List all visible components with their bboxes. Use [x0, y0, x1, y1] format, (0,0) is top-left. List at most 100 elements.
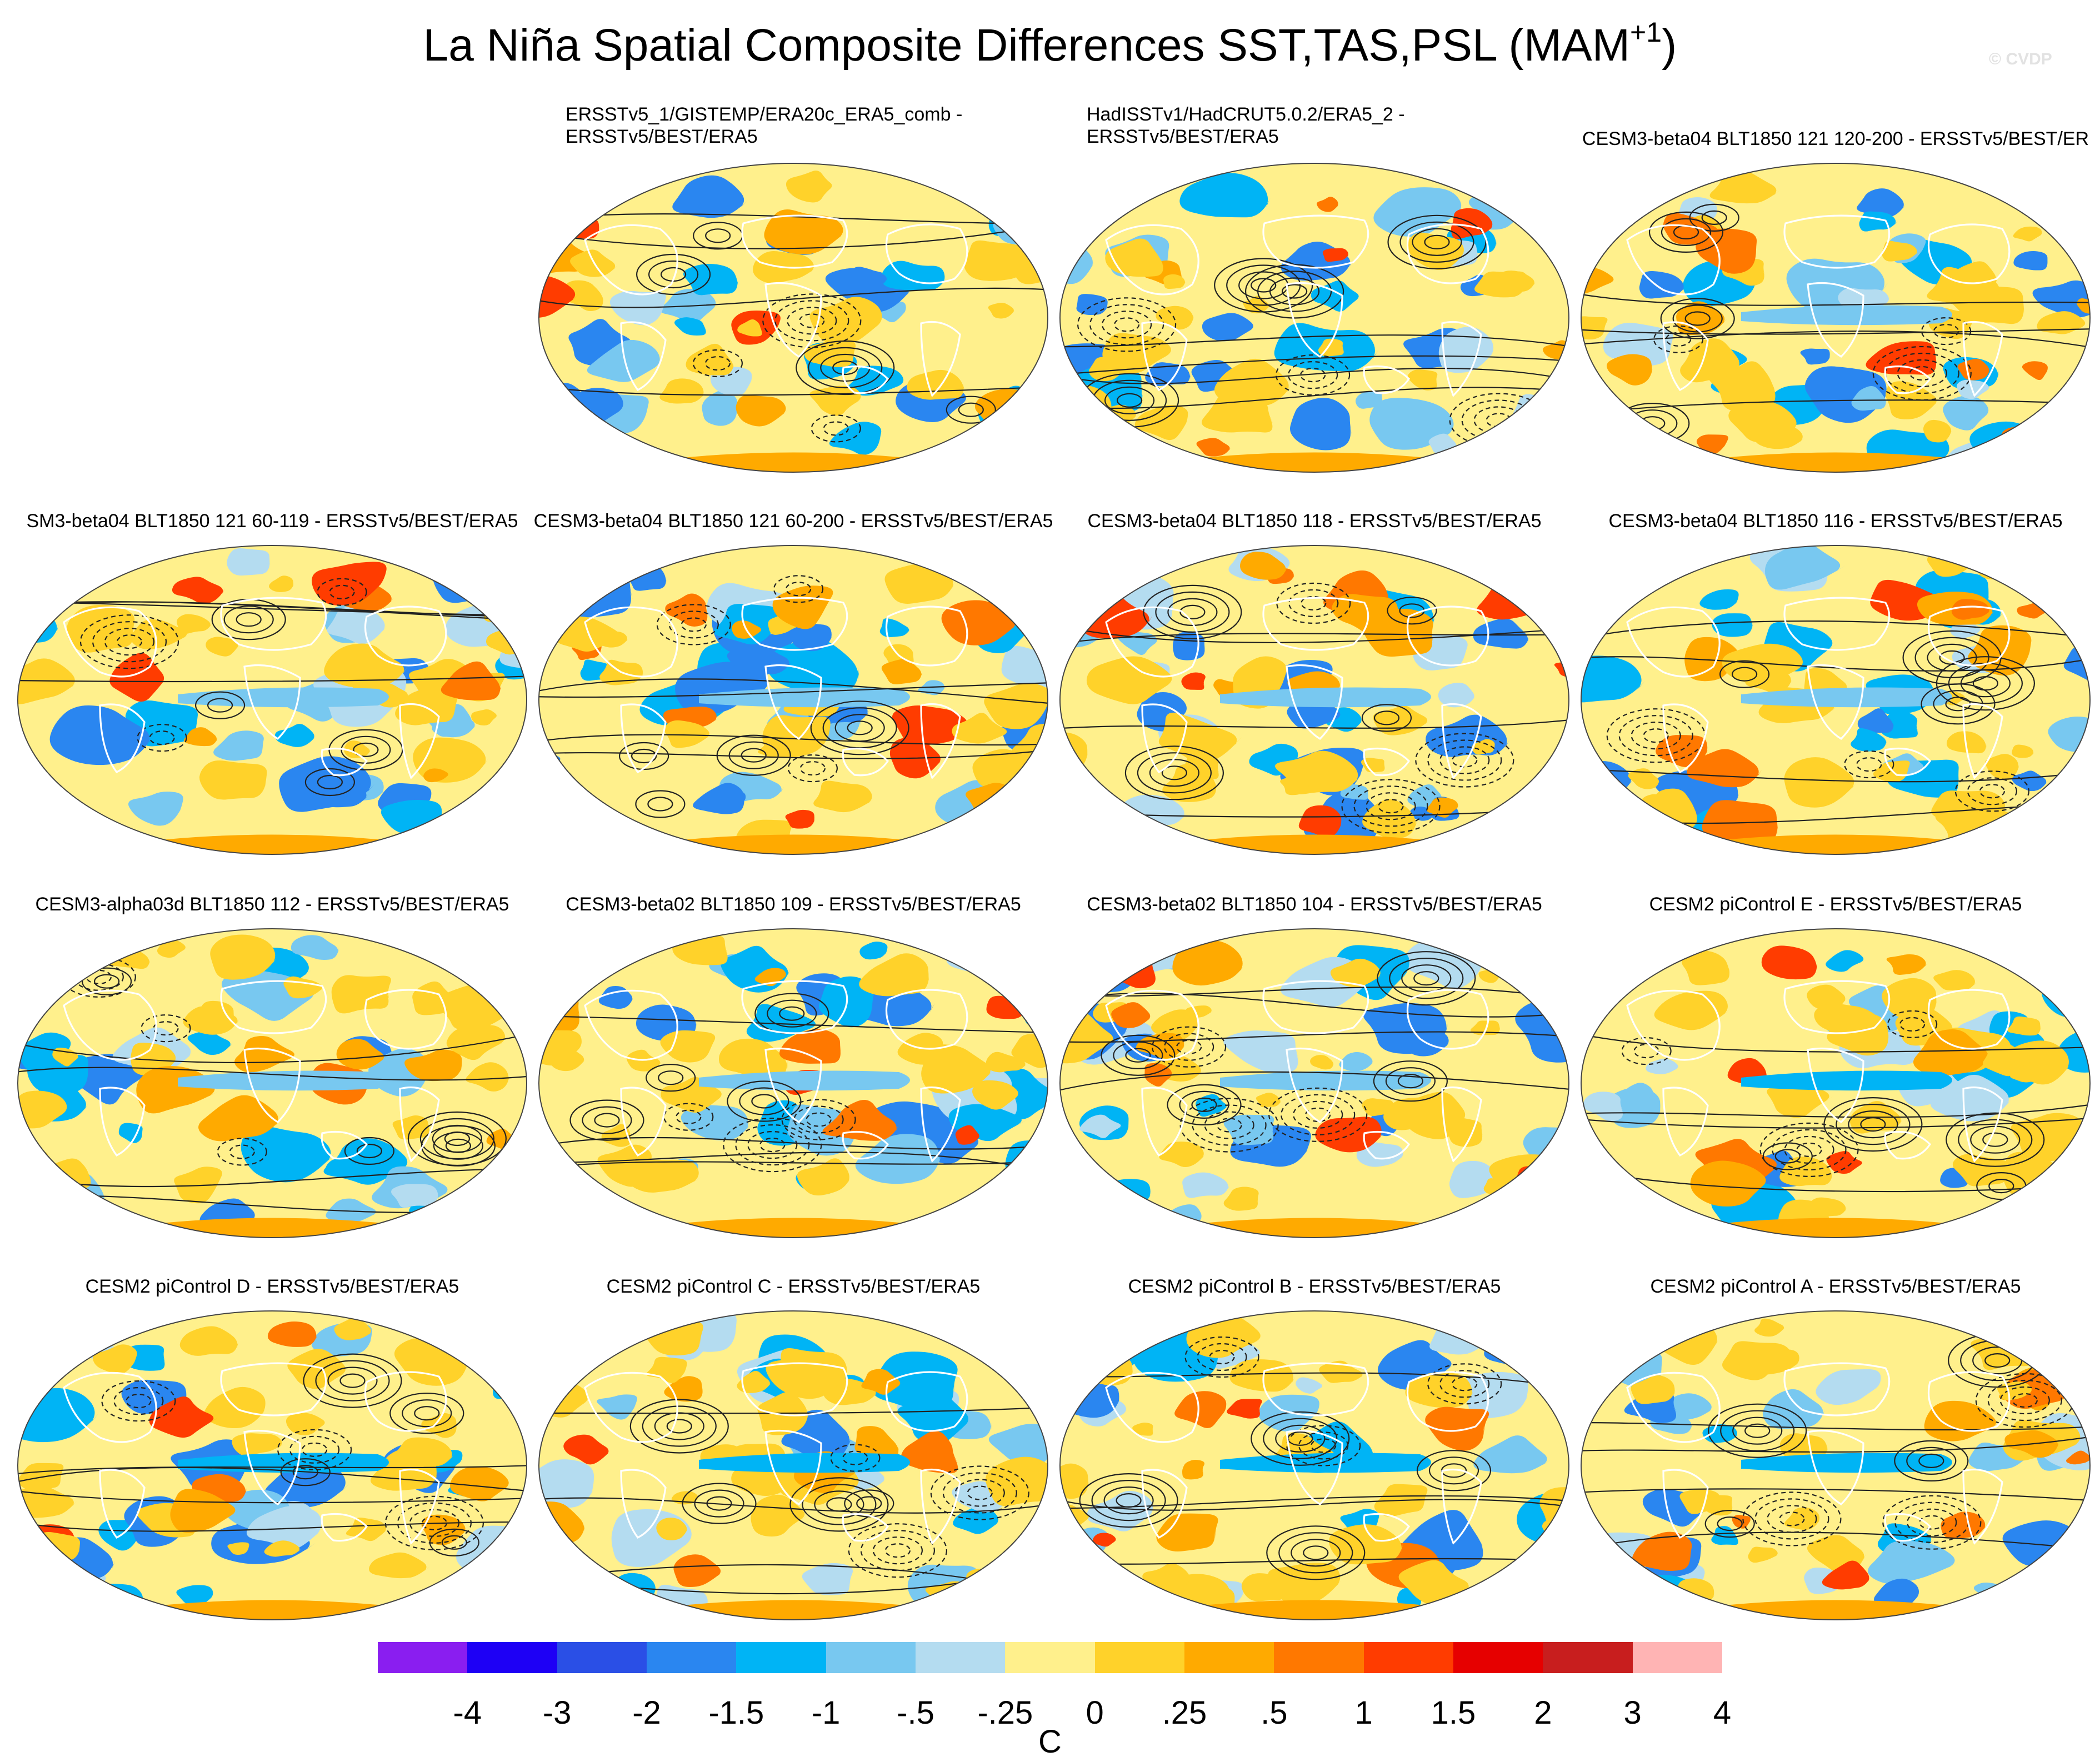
- warm-anomaly: [1401, 1092, 1467, 1139]
- coastline: [1406, 223, 1489, 284]
- warm-anomaly: [1779, 1157, 1833, 1187]
- psl-contour: [1772, 1129, 1847, 1170]
- psl-contour: [1823, 1097, 1923, 1152]
- coastline: [1626, 1371, 1721, 1443]
- psl-contour: [356, 1143, 383, 1159]
- map-border: [538, 545, 1048, 855]
- psl-contour: [539, 734, 1048, 746]
- psl-contour: [1104, 386, 1155, 414]
- psl-contour: [658, 1070, 684, 1085]
- cold-anomaly: [829, 422, 882, 455]
- psl-contour: [1378, 799, 1404, 814]
- psl-contour: [444, 1131, 471, 1147]
- cold-anomaly: [1079, 1114, 1124, 1138]
- cold-anomaly: [1373, 187, 1466, 237]
- robinson-map: [538, 928, 1048, 1238]
- warm-anomaly: [30, 1174, 72, 1199]
- warm-anomaly: [1185, 1005, 1213, 1018]
- psl-contour: [774, 300, 849, 342]
- panel-title-line: CESM2 piControl C - ERSSTv5/BEST/ERA5: [606, 1276, 981, 1297]
- warm-anomaly: [854, 1426, 899, 1460]
- psl-contour: [1439, 1370, 1490, 1398]
- psl-contour: [1427, 739, 1502, 781]
- warm-anomaly: [1924, 1400, 2001, 1441]
- psl-contour: [629, 1399, 729, 1454]
- psl-contour: [353, 742, 379, 757]
- robinson-map: [1581, 1310, 2091, 1620]
- cold-anomaly: [1800, 348, 1831, 365]
- coastline: [1626, 989, 1721, 1061]
- psl-contour: [759, 1138, 786, 1153]
- robinson-map: [538, 1310, 1048, 1620]
- psl-contour: [539, 1015, 1048, 1034]
- warm-anomaly: [2012, 744, 2034, 758]
- psl-contour: [18, 675, 527, 683]
- warm-anomaly: [1330, 958, 1383, 988]
- warm-anomaly: [660, 1030, 716, 1063]
- robinson-map: [1581, 545, 2091, 855]
- psl-contour: [1060, 986, 1569, 1002]
- colorbar-label: 1.5: [1431, 1695, 1476, 1731]
- psl-contour: [1946, 1112, 2045, 1167]
- psl-contour: [1091, 1480, 1166, 1521]
- map-panel: CESM3-beta02 BLT1850 109 - ERSSTv5/BEST/…: [532, 869, 1054, 1247]
- warm-anomaly: [736, 395, 789, 427]
- psl-contour: [1155, 591, 1230, 633]
- psl-contour: [1387, 597, 1437, 625]
- coastline: [1406, 989, 1489, 1050]
- warm-anomaly: [1060, 1463, 1089, 1499]
- colorbar-label: 0: [1086, 1695, 1104, 1731]
- polar-anomaly: [144, 1600, 400, 1620]
- warm-anomaly: [563, 1434, 611, 1465]
- coastline: [1406, 1371, 1489, 1432]
- warm-anomaly: [1240, 552, 1287, 580]
- cold-anomaly: [1111, 1594, 1144, 1615]
- warm-anomaly: [76, 566, 95, 581]
- warm-anomaly: [109, 653, 167, 702]
- coastline: [920, 1086, 961, 1163]
- psl-contour: [1389, 958, 1464, 999]
- cold-anomaly: [187, 1031, 233, 1055]
- psl-contour: [1921, 683, 1996, 725]
- cold-anomaly: [441, 1325, 487, 1356]
- psl-contour: [289, 1435, 340, 1464]
- coastline: [842, 748, 889, 777]
- cold-anomaly: [246, 1506, 323, 1550]
- warm-anomaly: [1680, 338, 1742, 383]
- warm-anomaly: [1156, 1513, 1218, 1551]
- coastline: [1662, 703, 1709, 774]
- psl-contour: [1341, 779, 1441, 834]
- psl-contour: [848, 1523, 948, 1578]
- warm-anomaly: [673, 1554, 724, 1588]
- coastline: [243, 664, 301, 740]
- colorbar-swatch: [467, 1642, 558, 1673]
- map-border: [538, 163, 1048, 473]
- coastline: [1441, 1468, 1482, 1545]
- coastline: [842, 365, 889, 394]
- polar-anomaly: [1187, 452, 1442, 472]
- psl-contour: [958, 402, 984, 417]
- psl-contour: [739, 1087, 789, 1115]
- panel-title: CESM2 piControl C - ERSSTv5/BEST/ERA5: [532, 1251, 1054, 1302]
- colorbar-label: -.25: [977, 1695, 1033, 1731]
- coastline: [1406, 605, 1489, 667]
- psl-contour: [1143, 584, 1242, 639]
- psl-contour: [789, 1477, 889, 1532]
- warm-anomaly: [1426, 797, 1459, 818]
- coastline: [885, 1371, 968, 1432]
- psl-contour: [402, 1399, 452, 1428]
- cold-anomaly: [1583, 1092, 1623, 1122]
- coastline: [399, 1468, 440, 1545]
- psl-contour: [704, 356, 731, 371]
- warm-anomaly: [369, 1552, 430, 1579]
- warm-anomaly: [1280, 775, 1309, 795]
- warm-anomaly: [1322, 248, 1349, 262]
- cold-anomaly: [433, 565, 496, 603]
- colorbar-swatch: [1005, 1642, 1096, 1673]
- warm-anomaly: [1941, 1511, 1987, 1539]
- cold-anomaly: [859, 942, 888, 960]
- psl-contour: [1581, 1421, 2090, 1431]
- coastline: [364, 989, 447, 1050]
- warm-anomaly: [1362, 799, 1417, 839]
- warm-anomaly: [1696, 434, 1728, 455]
